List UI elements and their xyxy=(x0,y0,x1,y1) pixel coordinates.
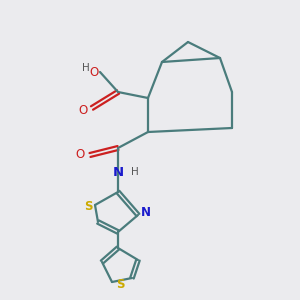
Text: S: S xyxy=(84,200,92,214)
Text: O: O xyxy=(89,65,99,79)
Text: S: S xyxy=(116,278,124,290)
Text: O: O xyxy=(78,103,88,116)
Text: O: O xyxy=(75,148,85,161)
Text: N: N xyxy=(112,166,124,178)
Text: H: H xyxy=(131,167,139,177)
Text: H: H xyxy=(82,63,90,73)
Text: N: N xyxy=(141,206,151,220)
